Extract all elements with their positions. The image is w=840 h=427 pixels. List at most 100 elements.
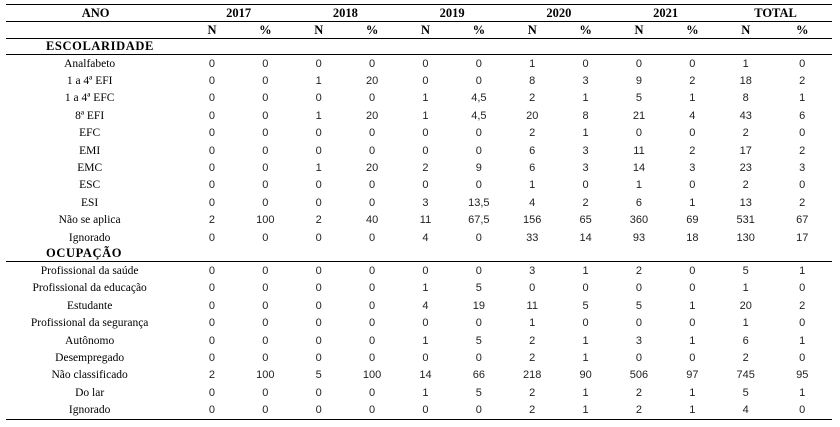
cell-percent: 4,5 — [471, 109, 487, 122]
cell-percent: 0 — [369, 317, 376, 330]
row-label: Profissional da segurança — [30, 317, 149, 330]
table-container: ANO 2017 2018 2019 2020 2021 TOTAL N % N… — [0, 4, 840, 427]
cell-count: 156 — [523, 214, 542, 227]
cell-percent: 0 — [262, 109, 269, 122]
cell-percent: 5 — [475, 386, 482, 399]
subheader-n: N — [719, 21, 773, 39]
cell-percent: 40 — [365, 214, 379, 227]
cell-count: 0 — [208, 334, 216, 347]
cell-count: 0 — [422, 317, 429, 330]
cell-percent: 0 — [369, 231, 376, 244]
cell-count: 0 — [185, 401, 239, 420]
header-year-2017: 2017 — [185, 4, 293, 22]
cell-count: 0 — [208, 282, 216, 295]
cell-count: 0 — [315, 264, 322, 277]
cell-count: 531 — [736, 214, 755, 227]
cell-count: 2 — [529, 334, 536, 347]
subheader-n: N — [185, 21, 239, 39]
cell-count: 360 — [629, 214, 649, 227]
cell-percent: 0 — [689, 351, 696, 364]
cell-percent: 1 — [665, 401, 720, 420]
cell-count: 5 — [635, 92, 643, 105]
cell-percent: 0 — [799, 282, 806, 295]
row-label: Analfabeto — [64, 57, 116, 70]
cell-percent: 4,5 — [471, 92, 487, 105]
cell-count: 0 — [315, 299, 322, 312]
cell-percent: 95 — [796, 369, 809, 382]
cell-percent: 69 — [686, 214, 699, 227]
row-label: Estudante — [66, 299, 113, 312]
cell-percent: 1 — [799, 386, 806, 399]
cell-count: 2 — [529, 386, 536, 399]
cell-percent: 0 — [689, 127, 696, 140]
cell-percent: 100 — [256, 214, 275, 227]
cell-count: 21 — [632, 109, 646, 122]
cell-percent: 1 — [582, 334, 589, 347]
cell-percent: 0 — [475, 179, 482, 192]
cell-percent: 5 — [475, 282, 482, 295]
cell-percent: 0 — [369, 127, 376, 140]
table-row: Profissional da saúde 0 0 0 0 0 0 3 1 2 0 5 1 — [6, 262, 832, 280]
cell-count: 0 — [208, 127, 216, 140]
cell-count: 0 — [315, 386, 322, 399]
subheader-n: N — [398, 21, 453, 39]
cell-percent: 0 — [369, 144, 376, 157]
cell-count: 0 — [208, 231, 216, 244]
cell-percent: 0 — [475, 75, 482, 88]
data-table: ANO 2017 2018 2019 2020 2021 TOTAL N % N… — [6, 4, 832, 420]
cell-percent: 0 — [262, 179, 269, 192]
cell-percent: 0 — [369, 264, 376, 277]
row-label: ESC — [79, 179, 101, 192]
cell-count: 0 — [635, 282, 643, 295]
cell-count: 0 — [635, 127, 643, 140]
cell-percent: 14 — [579, 231, 592, 244]
table-row: Ignorado 0 0 0 0 4 0 33 14 93 18 130 17 — [6, 229, 832, 246]
cell-count: 0 — [208, 299, 216, 312]
cell-count: 6 — [742, 334, 749, 347]
subheader-n: N — [292, 21, 346, 39]
table-row: EMC 0 0 1 20 2 9 6 3 14 3 23 3 — [6, 159, 832, 176]
cell-count: 18 — [739, 75, 752, 88]
row-label: Ignorado — [6, 401, 186, 420]
cell-percent: 0 — [262, 231, 269, 244]
cell-count: 0 — [422, 264, 429, 277]
cell-count: 0 — [208, 144, 216, 157]
cell-count: 1 — [422, 282, 429, 295]
cell-count: 20 — [526, 109, 539, 122]
cell-count: 0 — [315, 57, 322, 70]
cell-percent: 20 — [365, 109, 379, 122]
table-row: EMI 0 0 0 0 0 0 6 3 11 2 17 2 — [6, 142, 832, 159]
cell-percent: 0 — [475, 264, 482, 277]
cell-percent: 5 — [582, 299, 589, 312]
cell-percent: 3 — [689, 162, 696, 175]
cell-count: 0 — [208, 109, 216, 122]
cell-percent: 0 — [262, 127, 269, 140]
cell-percent: 0 — [799, 351, 806, 364]
cell-percent: 0 — [345, 401, 399, 420]
cell-percent: 100 — [362, 369, 382, 382]
row-label: Ignorado — [68, 231, 111, 244]
cell-percent: 2 — [799, 144, 806, 157]
row-label: Não se aplica — [58, 214, 121, 227]
header-row-subcols: N % N % N % N % N % N % — [6, 21, 832, 39]
cell-percent: 0 — [582, 57, 589, 70]
cell-percent: 2 — [689, 144, 696, 157]
cell-percent: 0 — [369, 57, 376, 70]
cell-percent: 5 — [475, 334, 482, 347]
cell-percent: 2 — [799, 196, 806, 209]
cell-percent: 18 — [686, 231, 699, 244]
cell-percent: 0 — [452, 401, 506, 420]
cell-count: 2 — [612, 401, 666, 420]
subheader-pct: % — [452, 21, 506, 39]
cell-count: 4 — [719, 401, 773, 420]
cell-count: 0 — [422, 179, 429, 192]
cell-count: 13 — [739, 196, 752, 209]
cell-percent: 0 — [369, 179, 376, 192]
cell-percent: 0 — [369, 196, 376, 209]
cell-count: 1 — [315, 109, 322, 122]
cell-count: 1 — [529, 57, 536, 70]
cell-count: 0 — [208, 264, 216, 277]
cell-percent: 0 — [262, 282, 269, 295]
cell-count: 506 — [629, 369, 649, 382]
cell-percent: 0 — [369, 92, 376, 105]
